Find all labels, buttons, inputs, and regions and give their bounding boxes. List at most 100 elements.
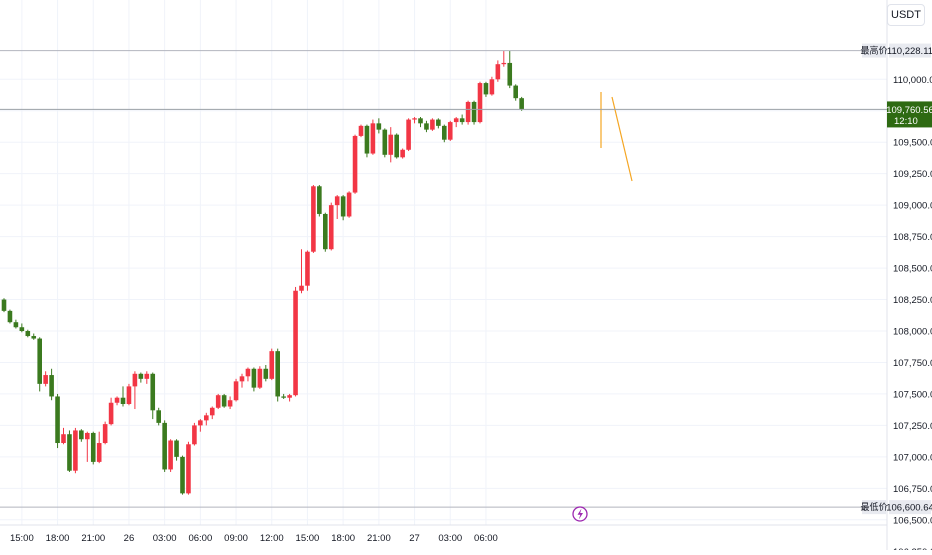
candle-body bbox=[162, 422, 167, 470]
low-value-bg bbox=[889, 500, 931, 515]
time-tick-label: 06:00 bbox=[474, 533, 498, 544]
candle-body bbox=[507, 62, 513, 86]
candle-up bbox=[400, 148, 405, 159]
candle-body bbox=[513, 85, 518, 99]
candle-down bbox=[79, 429, 84, 442]
price-tick-label: 109,250.00 bbox=[893, 169, 932, 180]
candle-body bbox=[73, 430, 78, 471]
candle-down bbox=[436, 118, 441, 129]
price-tick-label: 108,000.00 bbox=[893, 327, 932, 338]
currency-button[interactable]: USDT bbox=[887, 4, 925, 26]
price-tick-label: 107,250.00 bbox=[893, 421, 932, 432]
candle-body bbox=[400, 149, 405, 158]
candle-up bbox=[102, 421, 108, 445]
high-value-bg bbox=[889, 43, 931, 58]
last-price-value: 109,760.56 bbox=[886, 105, 932, 116]
candle-down bbox=[340, 195, 346, 221]
candle-down bbox=[471, 100, 477, 125]
candle-body bbox=[245, 368, 251, 377]
candle-up bbox=[370, 119, 376, 155]
candle-body bbox=[340, 196, 346, 217]
candle-body bbox=[281, 396, 286, 398]
candle-body bbox=[204, 415, 209, 421]
candle-body bbox=[251, 368, 257, 388]
price-axis[interactable]: 110,000.00109,750.00109,500.00109,250.00… bbox=[886, 0, 932, 555]
candle-down bbox=[55, 393, 60, 449]
candle-body bbox=[7, 310, 13, 323]
candle-up bbox=[144, 371, 150, 384]
candle-body bbox=[519, 98, 524, 110]
drawings[interactable] bbox=[600, 92, 633, 182]
candle-down bbox=[376, 118, 382, 134]
candle-up bbox=[311, 185, 316, 253]
candle-up bbox=[61, 427, 66, 445]
event-marker[interactable] bbox=[572, 506, 588, 522]
candle-body bbox=[239, 376, 245, 382]
candles bbox=[1, 50, 524, 495]
candle-down bbox=[275, 348, 280, 402]
candle-body bbox=[424, 123, 429, 130]
candle-body bbox=[453, 118, 459, 123]
candle-body bbox=[85, 432, 90, 440]
candle-body bbox=[227, 400, 233, 407]
candle-body bbox=[442, 125, 447, 140]
candle-up bbox=[85, 431, 90, 462]
candle-body bbox=[430, 119, 435, 130]
candle-up bbox=[358, 124, 364, 138]
candle-up bbox=[305, 250, 310, 291]
candle-body bbox=[49, 375, 54, 397]
candle-down bbox=[37, 337, 42, 392]
candle-body bbox=[132, 373, 138, 387]
candle-up bbox=[114, 396, 120, 406]
time-tick-label: 03:00 bbox=[438, 533, 462, 544]
candle-body bbox=[471, 101, 477, 123]
candle-down bbox=[180, 455, 185, 495]
candle-body bbox=[412, 118, 417, 120]
candle-up bbox=[465, 100, 471, 125]
candle-up bbox=[198, 419, 203, 432]
candle-body bbox=[55, 396, 60, 444]
time-tick-label: 09:00 bbox=[224, 533, 248, 544]
candle-up bbox=[293, 286, 298, 397]
candle-down bbox=[364, 124, 370, 158]
candle-body bbox=[25, 331, 31, 337]
price-tick-label: 108,750.00 bbox=[893, 232, 932, 243]
candle-down bbox=[263, 364, 269, 382]
candle-body bbox=[13, 322, 19, 328]
price-tick-label: 108,500.00 bbox=[893, 264, 932, 275]
candle-up bbox=[257, 366, 263, 389]
candle-up bbox=[328, 202, 334, 251]
high-label: 最高价 bbox=[860, 45, 887, 56]
candle-down bbox=[251, 367, 257, 392]
candle-down bbox=[120, 386, 126, 407]
price-tick-label: 107,500.00 bbox=[893, 389, 932, 400]
candle-up bbox=[227, 396, 233, 410]
candle-down bbox=[31, 333, 37, 340]
candle-body bbox=[489, 79, 495, 95]
drawing-line-2[interactable] bbox=[611, 96, 633, 182]
candle-body bbox=[370, 123, 376, 154]
high-label-bg bbox=[862, 43, 886, 58]
time-axis[interactable]: 15:00 18:00 21:00 26 03:00 06:00 09:00 12:00 15:… bbox=[0, 524, 887, 544]
candle-body bbox=[311, 186, 316, 252]
candle-up bbox=[96, 431, 102, 464]
candle-up bbox=[269, 348, 275, 381]
candle-body bbox=[144, 373, 150, 379]
currency-label: USDT bbox=[891, 9, 921, 21]
candle-body bbox=[90, 432, 96, 462]
candle-up bbox=[186, 441, 191, 495]
candle-body bbox=[186, 444, 191, 494]
candle-body bbox=[263, 368, 269, 379]
candle-up bbox=[126, 383, 132, 406]
candle-body bbox=[376, 123, 382, 130]
candle-body bbox=[418, 118, 423, 124]
candle-body bbox=[483, 83, 489, 95]
price-tick-label: 106,500.00 bbox=[893, 515, 932, 526]
candle-body bbox=[323, 213, 328, 250]
candle-body bbox=[126, 386, 132, 405]
candle-up bbox=[430, 118, 435, 131]
time-tick-label: 06:00 bbox=[188, 533, 212, 544]
candle-body bbox=[120, 397, 126, 405]
